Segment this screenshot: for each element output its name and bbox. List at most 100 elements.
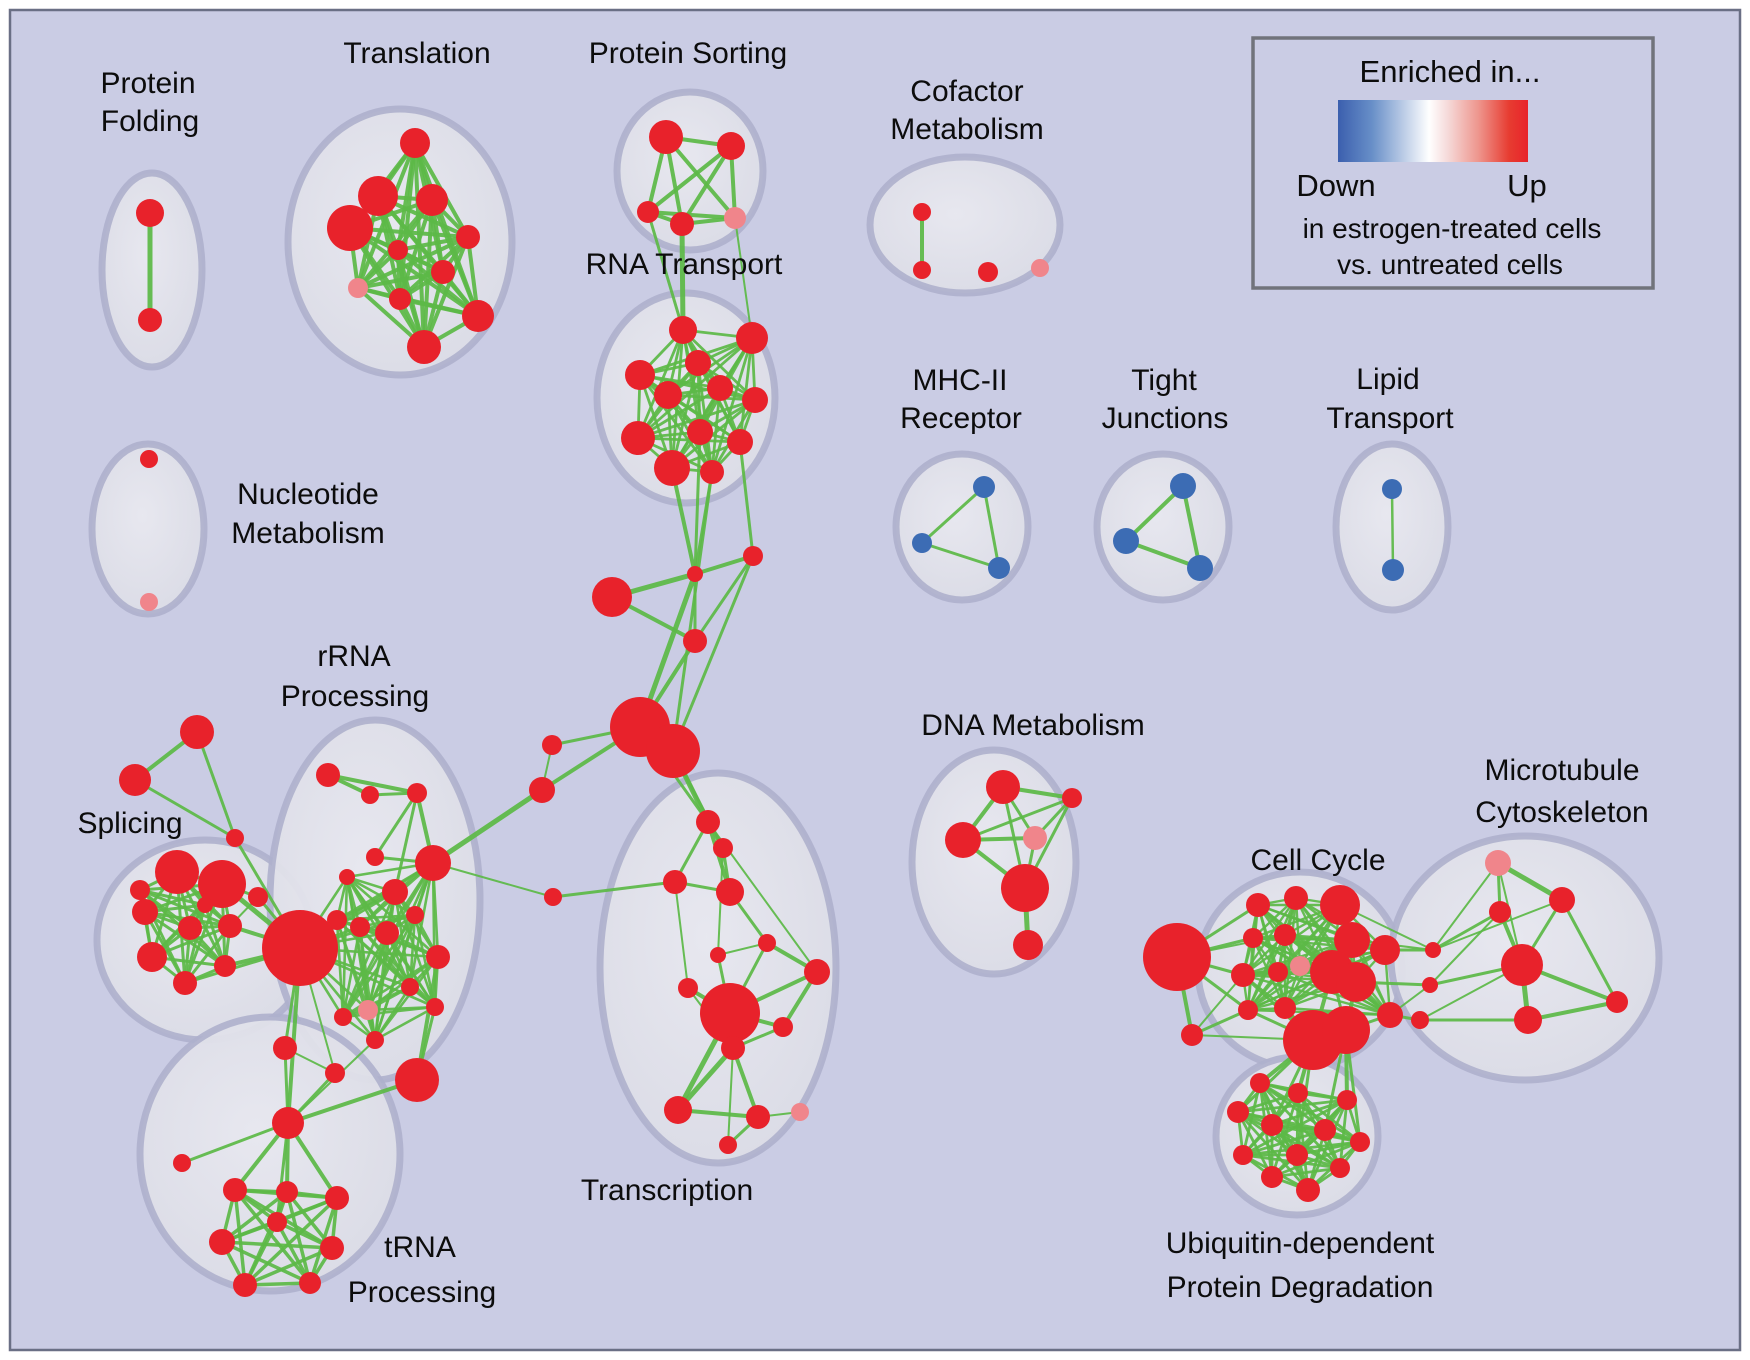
edge-l2-rr6: [430, 787, 545, 866]
edge-rr2-rr3: [373, 791, 419, 859]
gene-set-node-tc0: [710, 947, 726, 963]
edge-trh-tr5: [275, 1121, 290, 1224]
gene-set-node-rr17: [426, 998, 444, 1016]
gene-set-node-rr5: [382, 879, 408, 905]
gene-set-node-tj0: [1170, 473, 1196, 499]
edge-rr8-rr11: [335, 913, 417, 922]
gene-set-node-rt0: [669, 316, 697, 344]
gene-set-node-ub4: [1261, 1114, 1283, 1136]
edge-tr1-tr7: [285, 1190, 312, 1285]
gene-set-node-tr6: [233, 1273, 257, 1297]
gene-set-node-pf1: [138, 308, 162, 332]
gene-set-node-mt3: [1501, 944, 1543, 986]
cluster-label-23: tRNA: [384, 1231, 456, 1264]
gene-set-node-rt6: [742, 387, 768, 413]
edge-cA-cB: [693, 554, 755, 576]
gene-set-node-trh: [272, 1107, 304, 1139]
gene-set-node-rt2: [625, 360, 655, 390]
cluster-label-9: Tight: [1131, 364, 1197, 397]
edge-ps4-rt1: [734, 217, 753, 339]
gene-set-node-rr0: [316, 763, 340, 787]
gene-set-node-cc13: [1274, 997, 1296, 1019]
edge-ccs-cc8: [1191, 974, 1244, 1036]
gene-set-node-rr2: [407, 783, 427, 803]
edge-rr14-rr15: [341, 985, 412, 1019]
legend-caption-line1: in estrogen-treated cells: [1303, 213, 1602, 244]
gene-set-node-cc9: [1268, 962, 1288, 982]
edge-tc6-tc10: [727, 1047, 734, 1146]
gene-set-node-ub7: [1233, 1145, 1253, 1165]
legend-gradient-bar: [1338, 100, 1528, 162]
gene-set-node-cn0: [1425, 942, 1441, 958]
edge-rt4-rt9: [666, 393, 742, 444]
edge-tr4-tr6: [243, 1246, 334, 1287]
cluster-label-17: Splicing: [77, 807, 182, 840]
gene-set-node-cf3: [1031, 259, 1049, 277]
gene-set-node-tc6: [721, 1036, 745, 1060]
gene-set-node-t7: [348, 278, 368, 298]
cluster-label-16: Processing: [281, 680, 429, 713]
edge-ps2-rt0: [646, 210, 685, 332]
gene-set-node-tc4: [700, 983, 760, 1043]
gene-set-node-t10: [407, 330, 441, 364]
gene-set-node-cD: [683, 629, 707, 653]
gene-set-node-rr18: [273, 1036, 297, 1060]
edge-rr0-rr2: [326, 773, 419, 795]
gene-set-node-ft2: [226, 829, 244, 847]
gene-set-node-f: [696, 810, 720, 834]
edge-ft1-ft2: [133, 778, 237, 840]
gene-set-node-rr14: [401, 978, 419, 996]
edge-cc8-cc16: [1241, 973, 1392, 1017]
gene-set-node-h: [663, 870, 687, 894]
edge-tr2-tr6: [243, 1196, 339, 1287]
gene-set-node-rt9: [727, 429, 753, 455]
cluster-label-21: Cytoskeleton: [1475, 796, 1648, 829]
gene-set-node-rr15: [334, 1008, 352, 1026]
edge-cn0-mt1: [1432, 899, 1563, 951]
edge-ub9-ub10: [1270, 1166, 1342, 1179]
edge-tr0-tr7: [233, 1188, 312, 1285]
gene-set-node-tj1: [1113, 528, 1139, 554]
gene-set-node-rt8: [621, 421, 655, 455]
cluster-label-4: RNA Transport: [586, 248, 783, 281]
gene-set-node-lp0: [1382, 479, 1402, 499]
cluster-label-18: DNA Metabolism: [921, 709, 1144, 742]
gene-set-node-l2: [529, 777, 555, 803]
gene-set-node-tri: [173, 1154, 191, 1172]
cluster-label-22: Transcription: [581, 1174, 753, 1207]
gene-set-node-cc6: [1334, 922, 1370, 958]
edge-ps1-ps3: [680, 144, 733, 226]
cluster-ellipse-cofactor-metabolism: [866, 153, 1064, 297]
gene-set-node-cc3: [1243, 928, 1263, 948]
gene-set-node-tc9: [791, 1103, 809, 1121]
cluster-label-2: Translation: [343, 37, 490, 70]
gene-set-node-dn3: [1023, 826, 1047, 850]
gene-set-node-mt2: [1489, 901, 1511, 923]
gene-set-node-tj2: [1187, 555, 1213, 581]
label-layer: Protein Folding Translation Protein Sorting…: [77, 37, 1648, 1309]
edge-trh-rr20: [286, 1078, 419, 1125]
gene-set-node-rr4: [339, 869, 355, 885]
gene-set-node-l1: [542, 735, 562, 755]
gene-set-node-mh0: [973, 476, 995, 498]
gene-set-node-nu0: [140, 450, 158, 468]
edge-rt0-rt6: [681, 328, 757, 402]
gene-set-node-sp6: [137, 942, 167, 972]
edge-sp5-sp7: [183, 924, 232, 985]
gene-set-node-ps3: [670, 212, 694, 236]
edge-tr3-tr7: [220, 1240, 312, 1285]
edge-dn1-dn2: [961, 796, 1074, 842]
gene-set-node-pf0: [136, 199, 164, 227]
cluster-label-13: Nucleotide: [237, 478, 379, 511]
gene-set-node-rt5: [707, 375, 733, 401]
gene-set-node-sp10: [197, 897, 213, 913]
legend-down-label: Down: [1296, 168, 1375, 203]
edge-tj1-tj2: [1124, 539, 1202, 570]
gene-set-node-rt1: [736, 322, 768, 354]
edge-rr14-rr16: [373, 985, 412, 1042]
cluster-ellipse-trna-processing: [136, 1013, 404, 1295]
gene-set-node-t0: [400, 128, 430, 158]
gene-set-node-sp0: [155, 850, 199, 894]
gene-set-node-tc5: [773, 1017, 793, 1037]
gene-set-node-dn1: [945, 822, 981, 858]
